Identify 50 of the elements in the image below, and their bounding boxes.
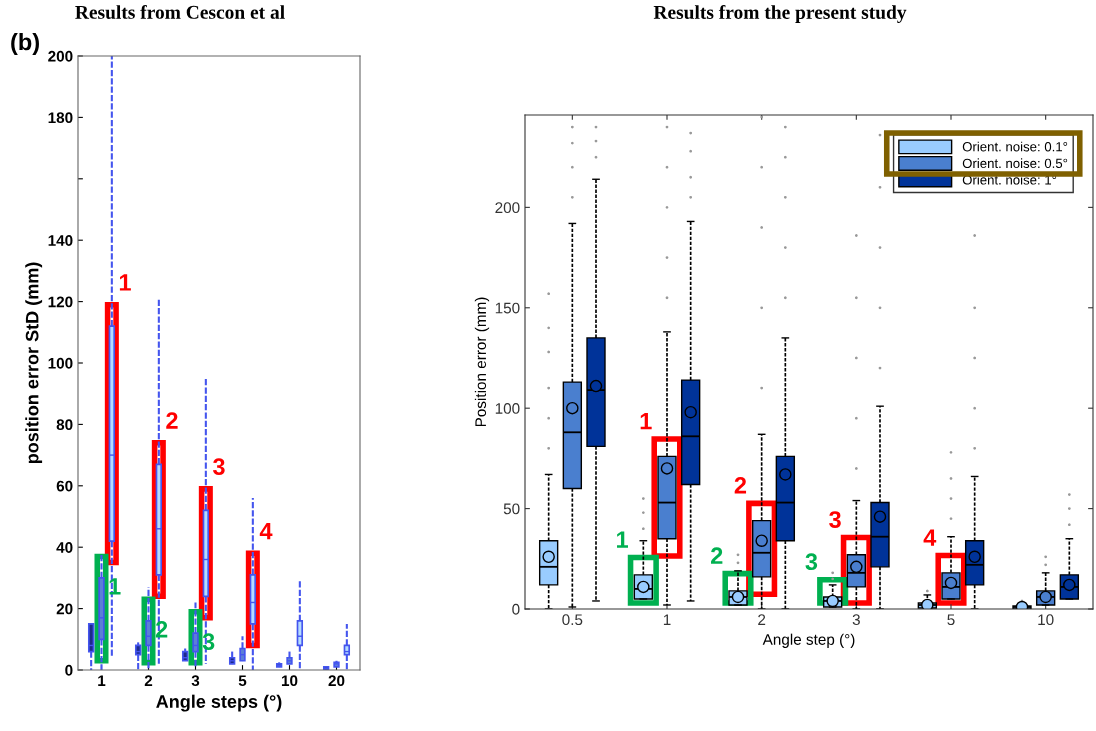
annotation: 2 [166, 412, 178, 429]
annotation: 1 [109, 578, 121, 595]
x-tick-label: 10 [1038, 614, 1054, 626]
y-tick-label: 60 [56, 480, 73, 492]
annotation: 3 [202, 633, 215, 651]
y-tick-label: 120 [48, 296, 73, 308]
x-tick-label: 1 [98, 675, 106, 686]
x-tick-label: 5 [238, 675, 247, 687]
chart-title: Results from the present study [653, 5, 907, 23]
y-tick-label: 80 [56, 419, 73, 431]
annotation: 3 [805, 553, 818, 571]
y-tick-label: 150 [495, 302, 520, 314]
y-tick-label: 20 [56, 603, 73, 615]
x-tick-label: 0.5 [562, 614, 583, 626]
x-axis-title: Angle steps (°) [156, 694, 282, 712]
y-tick-label: 180 [48, 112, 73, 124]
legend-label: Orient. noise: 1° [962, 174, 1057, 185]
legend-label: Orient. noise: 0.5° [962, 158, 1068, 169]
y-axis-title: position error StD (mm) [25, 262, 43, 464]
text: (b) [11, 33, 39, 55]
x-axis-title: Angle step (°) [762, 633, 855, 648]
annotation: 4 [923, 529, 937, 546]
y-tick-label: 0 [65, 664, 73, 676]
chart-title: Results from Cescon et al [75, 4, 285, 19]
x-tick-label: 3 [191, 675, 200, 687]
annotation: 1 [640, 413, 652, 430]
y-tick-label: 100 [48, 357, 73, 369]
annotation: 3 [212, 458, 225, 476]
x-tick-label: 3 [852, 614, 860, 626]
x-tick-label: 5 [947, 614, 955, 626]
y-tick-label: 100 [495, 403, 520, 414]
y-axis-title: Position error (mm) [474, 297, 490, 427]
annotation: 2 [734, 477, 747, 494]
y-tick-label: 50 [503, 503, 520, 515]
y-tick-label: 40 [56, 542, 73, 553]
legend-label: Orient. noise: 0.1° [962, 141, 1068, 152]
annotation: 3 [829, 511, 841, 528]
annotation: 1 [119, 274, 131, 291]
y-tick-label: 200 [48, 50, 73, 62]
y-tick-label: 200 [495, 202, 520, 214]
x-tick-label: 2 [144, 675, 153, 686]
y-tick-label: 0 [512, 603, 520, 615]
annotation: 1 [617, 531, 628, 548]
x-tick-label: 1 [663, 614, 671, 625]
annotation: 4 [259, 522, 273, 540]
x-tick-label: 2 [758, 614, 766, 625]
x-tick-label: 20 [328, 675, 345, 687]
annotation: 2 [711, 547, 723, 564]
y-tick-label: 140 [48, 235, 73, 246]
x-tick-label: 10 [281, 675, 298, 687]
